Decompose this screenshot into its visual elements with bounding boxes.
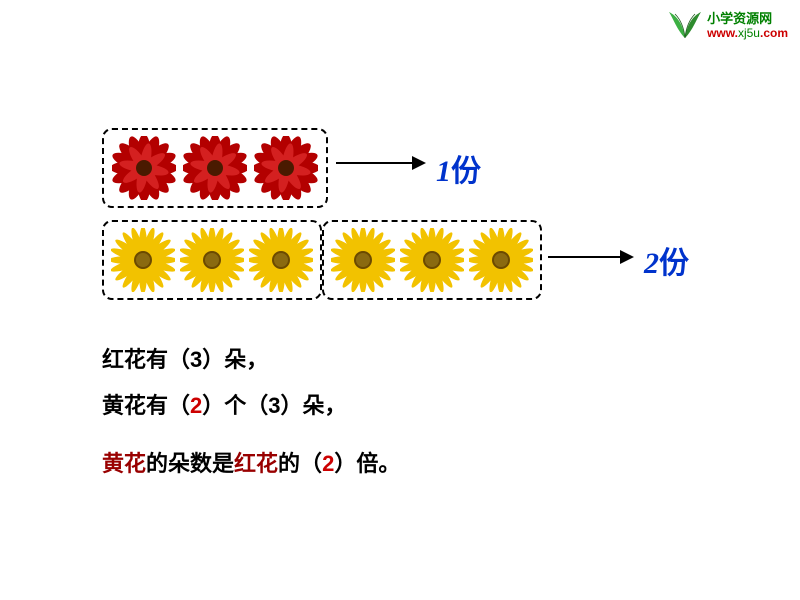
red-flower-icon: [112, 136, 176, 200]
watermark-url: www.xj5u.com: [707, 27, 788, 40]
arrow-1: [336, 162, 424, 164]
yellow-flower-icon: [180, 228, 244, 292]
sentence-yellow-count: 黄花有（2）个（3）朵，: [102, 388, 347, 420]
yellow-flower-icon: [400, 228, 464, 292]
leaf-icon: [667, 8, 703, 44]
arrow-2: [548, 256, 632, 258]
label-two-portions: 2份: [644, 238, 689, 282]
yellow-flower-icon: [111, 228, 175, 292]
watermark: 小学资源网 www.xj5u.com: [667, 8, 788, 44]
yellow-flower-group-2: [322, 220, 542, 300]
yellow-flower-group-1: [102, 220, 322, 300]
yellow-flower-icon: [331, 228, 395, 292]
red-flower-group: [102, 128, 328, 208]
watermark-title: 小学资源网: [707, 12, 788, 26]
sentence-multiple: 黄花的朵数是红花的（2）倍。: [102, 446, 400, 478]
yellow-flower-icon: [469, 228, 533, 292]
red-flower-icon: [183, 136, 247, 200]
yellow-flower-icon: [249, 228, 313, 292]
sentence-red-count: 红花有（3）朵，: [102, 342, 268, 374]
red-flower-icon: [254, 136, 318, 200]
label-one-portion: 1份: [436, 146, 481, 190]
